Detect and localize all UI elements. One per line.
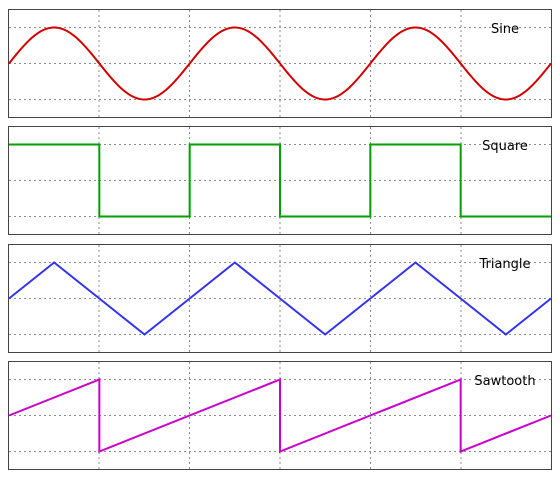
panel-sine: Sine (8, 9, 552, 118)
sawtooth-wave-line (8, 378, 552, 453)
panel-square: Square (8, 126, 552, 235)
square-wave-line (9, 143, 551, 218)
panel-label: Sine (491, 22, 519, 37)
sine-wave-line (8, 26, 552, 101)
triangle-wave-line (8, 261, 552, 336)
panel-label: Sawtooth (474, 374, 535, 389)
panel-label: Triangle (478, 257, 530, 272)
panel-triangle: Triangle (8, 244, 552, 353)
panel-label: Square (482, 139, 528, 154)
panel-sawtooth: Sawtooth (8, 361, 552, 470)
